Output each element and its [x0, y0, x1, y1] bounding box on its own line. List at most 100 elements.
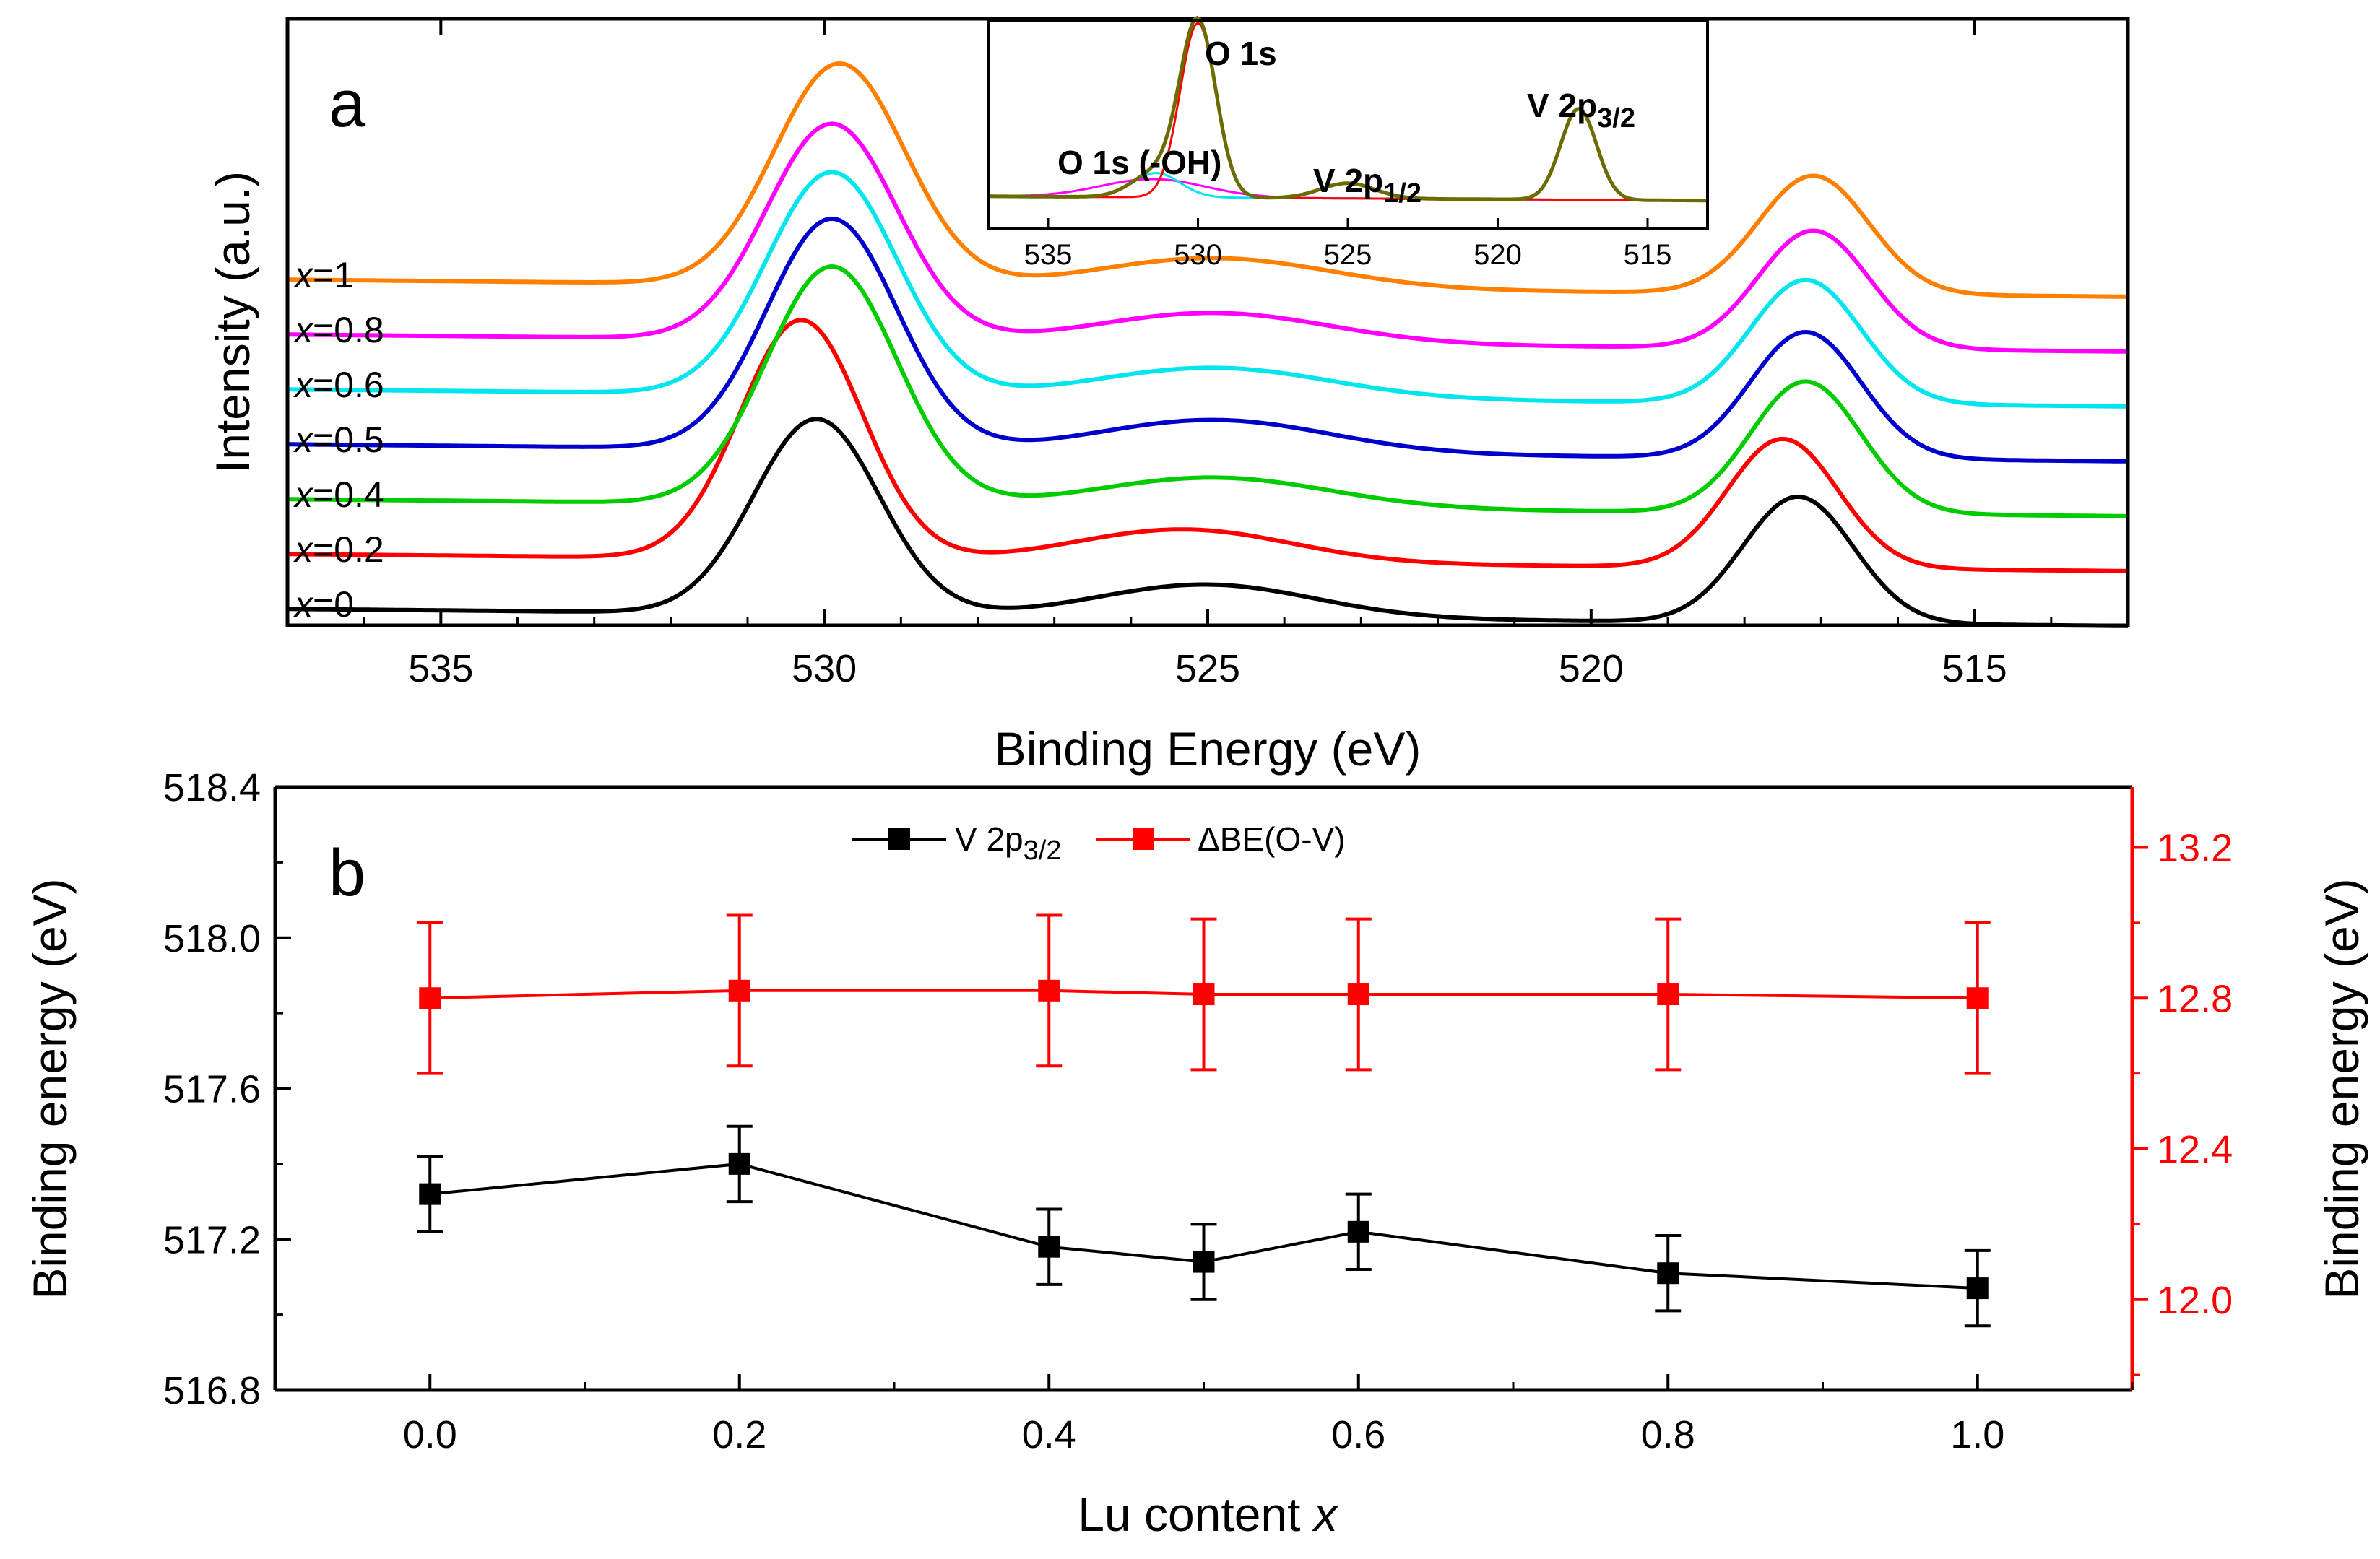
inset-x-tick-label-1: 530	[1174, 239, 1222, 271]
data-point-0-5	[1657, 1262, 1679, 1285]
inset-v2p3-main: V 2p	[1527, 87, 1597, 124]
panel-b-right-tick-label-2: 12.8	[2157, 977, 2233, 1020]
spectrum-label-1: x=0.2	[293, 529, 384, 570]
panel-b-series-1	[417, 913, 1991, 1075]
panel-b-x-tick-label-4: 0.8	[1641, 1413, 1695, 1456]
panel-b-x-tick-label-5: 1.0	[1950, 1413, 2004, 1456]
panel-a-x-axis-label: Binding Energy (eV)	[995, 722, 1421, 776]
panel-b-x-tick-label-2: 0.4	[1022, 1413, 1076, 1456]
legend-delta-be-marker	[1133, 828, 1154, 850]
inset-v2p1-sub: 1/2	[1383, 178, 1421, 209]
data-point-1-6	[1966, 987, 1989, 1009]
spectrum-label-var-1: x	[293, 529, 314, 570]
spectrum-line-3	[287, 216, 2129, 464]
inset-x-tick-label-0: 535	[1024, 239, 1073, 271]
spectrum-label-var-3: x	[293, 420, 314, 460]
panel-a-x-tick-label-3: 520	[1559, 647, 1624, 690]
legend-v2p3-label: V 2p3/2	[955, 820, 1061, 866]
inset-v2p3-sub: 3/2	[1597, 103, 1635, 134]
panel-a-series-labels: x=0x=0.2x=0.4x=0.5x=0.6x=0.8x=1	[293, 255, 384, 625]
inset-annotation-v2p3: V 2p3/2	[1527, 87, 1635, 134]
spectrum-label-value-1: =0.2	[313, 529, 384, 570]
spectrum-line-6	[287, 61, 2129, 299]
inset-x-ticks: 535 530 525 520 515	[1024, 218, 1672, 271]
data-point-0-1	[728, 1152, 750, 1175]
legend-v2p3-marker	[888, 828, 910, 850]
spectrum-line-1	[287, 318, 2129, 573]
legend-entry-delta-be: ΔBE(O-V)	[1096, 820, 1346, 858]
legend-v2p3-sub: 3/2	[1024, 835, 1062, 866]
inset-annotation-v2p1: V 2p1/2	[1313, 162, 1421, 209]
inset-annotation-o1s-oh: O 1s (-OH)	[1057, 144, 1221, 181]
panel-b-x-axis-label-var: x	[1312, 1488, 1339, 1541]
data-point-1-3	[1193, 983, 1215, 1006]
panel-b-x-ticks: 0.0 0.2 0.4 0.6 0.8 1.0	[274, 1374, 2134, 1456]
panel-b-x-axis-label-main: Lu content	[1078, 1488, 1314, 1541]
spectrum-label-var-4: x	[293, 365, 314, 405]
legend-v2p3-main: V 2p	[955, 820, 1024, 858]
spectrum-label-var-0: x	[293, 584, 314, 625]
panel-a-letter: a	[329, 67, 366, 141]
panel-a-inset: 535 530 525 520 515 O 1s O 1s (-OH) V 2p1/2 …	[987, 15, 1709, 271]
spectrum-label-6: x=1	[293, 255, 354, 295]
panel-a-x-ticks: 535 530 525 520 515	[363, 19, 2053, 690]
panel-b-x-tick-label-3: 0.6	[1331, 1413, 1385, 1456]
spectrum-label-value-5: =0.8	[313, 310, 384, 350]
inset-x-tick-label-3: 520	[1474, 239, 1522, 271]
panel-b-series-0	[417, 1124, 1991, 1328]
spectrum-label-value-0: =0	[313, 584, 354, 625]
spectrum-label-2: x=0.4	[293, 474, 384, 515]
spectrum-line-0	[287, 417, 2129, 628]
panel-b-series	[417, 913, 1991, 1328]
data-point-1-2	[1038, 979, 1060, 1002]
panel-a: x=0x=0.2x=0.4x=0.5x=0.6x=0.8x=1 535 530 52…	[206, 15, 2130, 776]
panel-b-x-tick-label-0: 0.0	[403, 1413, 457, 1456]
spectrum-line-2	[287, 264, 2129, 518]
data-point-0-2	[1038, 1236, 1060, 1258]
panel-b-legend: V 2p3/2 ΔBE(O-V)	[852, 820, 1346, 866]
panel-b-x-tick-label-1: 0.2	[712, 1413, 766, 1456]
panel-b-right-tick-label-1: 12.4	[2157, 1128, 2233, 1171]
data-point-1-0	[419, 987, 441, 1009]
spectrum-label-value-3: =0.5	[313, 420, 384, 460]
spectrum-label-value-6: =1	[313, 255, 354, 295]
inset-x-tick-label-4: 515	[1624, 239, 1672, 271]
panel-b-right-tick-label-3: 13.2	[2157, 827, 2233, 870]
data-point-1-1	[728, 979, 750, 1002]
data-point-1-5	[1657, 983, 1679, 1006]
spectrum-label-var-6: x	[293, 255, 314, 295]
spectrum-label-value-4: =0.6	[313, 365, 384, 405]
data-point-0-3	[1193, 1251, 1215, 1273]
spectrum-label-var-2: x	[293, 474, 314, 515]
panel-a-x-tick-label-1: 530	[792, 647, 857, 690]
panel-b-left-tick-label-4: 518.4	[163, 766, 261, 809]
spectrum-label-4: x=0.6	[293, 365, 384, 405]
spectrum-label-value-2: =0.4	[313, 474, 384, 515]
panel-a-spectra	[287, 61, 2129, 628]
data-point-0-0	[419, 1183, 441, 1205]
spectrum-label-5: x=0.8	[293, 310, 384, 350]
panel-b-x-axis-label: Lu content x	[1078, 1488, 1339, 1541]
panel-b-left-y-ticks: 516.8 517.2 517.6 518.0 518.4	[163, 766, 291, 1412]
panel-a-x-tick-label-2: 525	[1175, 647, 1240, 690]
panel-b-left-tick-label-0: 516.8	[163, 1369, 261, 1412]
inset-v2p1-main: V 2p	[1313, 162, 1383, 199]
panel-b-left-y-axis-label: Binding energy (eV)	[23, 878, 77, 1299]
panel-b-right-y-ticks: 12.0 12.4 12.8 13.2	[2132, 827, 2233, 1376]
inset-envelope	[988, 15, 1708, 203]
panel-b: 0.0 0.2 0.4 0.6 0.8 1.0 516.8517.2517.6518.05…	[23, 766, 2368, 1541]
data-point-0-4	[1347, 1220, 1369, 1243]
legend-delta-be-label: ΔBE(O-V)	[1198, 820, 1346, 858]
panel-b-left-tick-label-3: 518.0	[163, 917, 261, 960]
inset-annotation-o1s: O 1s	[1205, 35, 1277, 72]
panel-b-left-tick-label-2: 517.6	[163, 1068, 261, 1111]
data-point-1-4	[1347, 983, 1369, 1006]
spectrum-line-4	[287, 170, 2129, 409]
inset-o1s-fit	[988, 22, 1708, 202]
panel-b-right-y-axis-label: Binding energy (eV)	[2315, 878, 2368, 1299]
legend-entry-v2p3: V 2p3/2	[852, 820, 1061, 866]
panel-b-letter: b	[329, 836, 365, 910]
spectrum-label-0: x=0	[293, 584, 354, 625]
panel-a-y-axis-label: Intensity (a.u.)	[206, 171, 259, 473]
